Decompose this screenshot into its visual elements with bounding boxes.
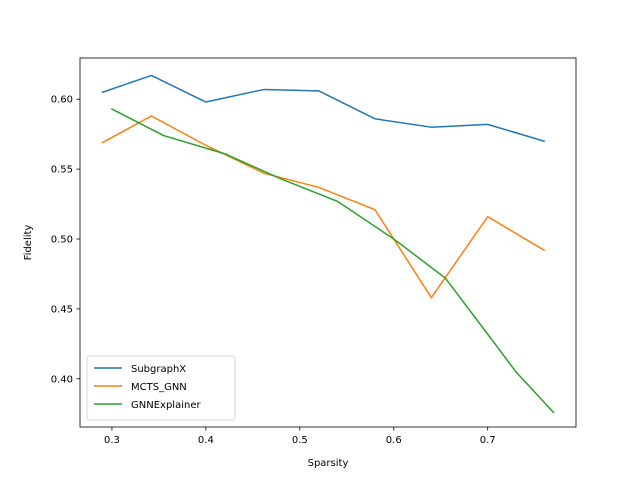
series-line-gnnexplainer xyxy=(110,108,555,414)
x-tick-label: 0.7 xyxy=(480,435,496,446)
legend-label-subgraphx: SubgraphX xyxy=(131,364,186,375)
x-tick-label: 0.6 xyxy=(386,435,402,446)
y-tick-label: 0.45 xyxy=(51,304,73,315)
y-axis-label: Fidelity xyxy=(23,225,34,261)
x-axis-label: Sparsity xyxy=(308,458,349,469)
series-line-subgraphx xyxy=(101,74,545,143)
plot-frame xyxy=(79,57,577,428)
x-axis: 0.3 0.4 0.5 0.6 0.7 xyxy=(104,427,496,446)
series-layer xyxy=(101,74,555,414)
y-axis: 0.40 0.45 0.50 0.55 0.60 xyxy=(51,95,80,385)
y-tick-label: 0.50 xyxy=(51,235,73,246)
y-tick-label: 0.40 xyxy=(51,374,73,385)
y-tick-label: 0.60 xyxy=(51,95,73,106)
x-tick-label: 0.3 xyxy=(104,435,120,446)
legend-box xyxy=(86,355,236,421)
legend: SubgraphX MCTS_GNN GNNExplainer xyxy=(86,355,236,421)
y-tick-label: 0.55 xyxy=(51,165,73,176)
x-tick-label: 0.4 xyxy=(198,435,214,446)
legend-label-gnnexplainer: GNNExplainer xyxy=(131,400,201,411)
series-line-mcts-gnn xyxy=(101,115,546,299)
legend-label-mcts-gnn: MCTS_GNN xyxy=(131,382,187,393)
x-tick-label: 0.5 xyxy=(292,435,308,446)
